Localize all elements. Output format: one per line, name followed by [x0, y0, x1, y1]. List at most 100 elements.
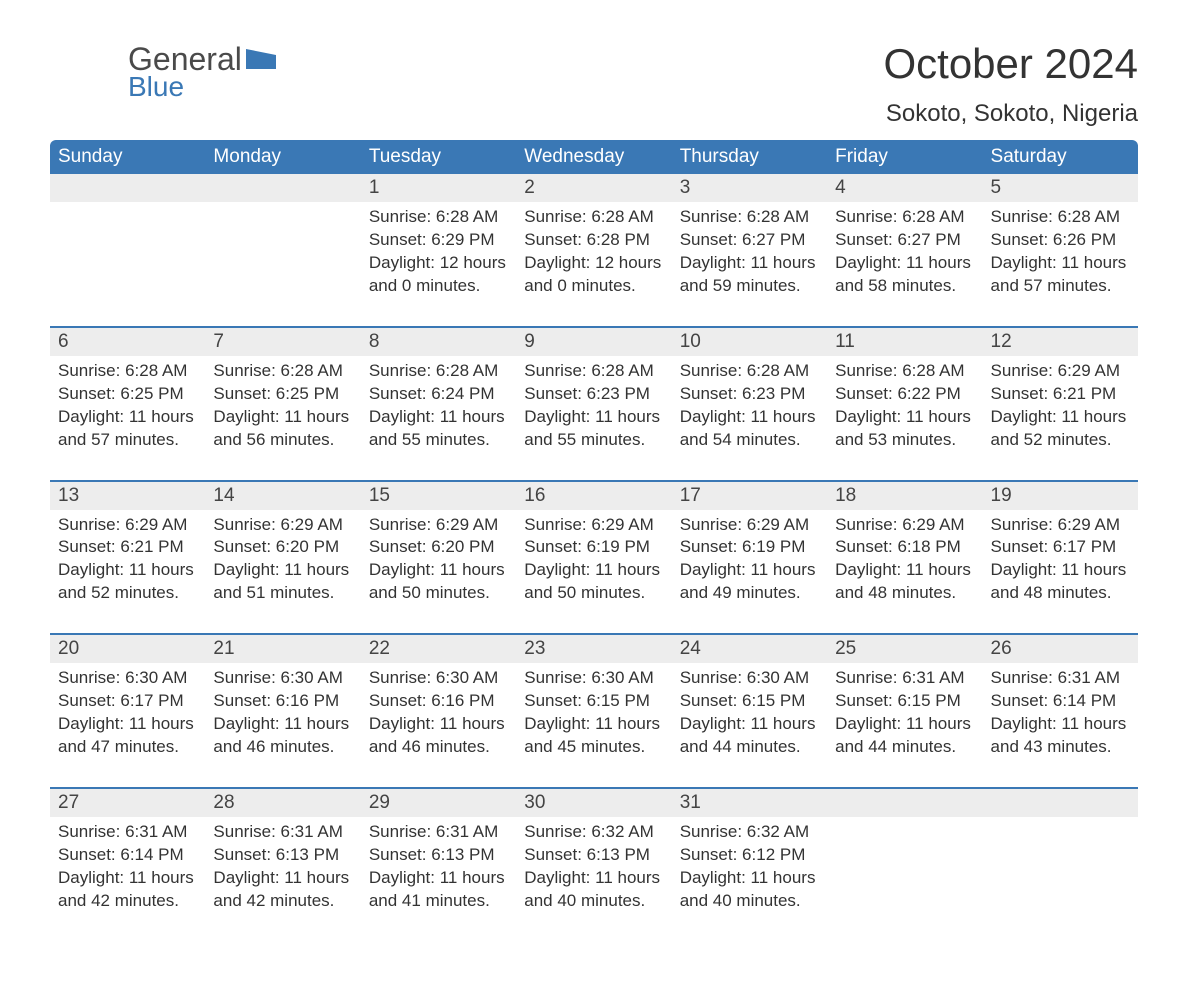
sunset-line: Sunset: 6:23 PM [524, 383, 663, 406]
sunrise-line: Sunrise: 6:29 AM [835, 514, 974, 537]
sunrise-line: Sunrise: 6:30 AM [524, 667, 663, 690]
day-number: 16 [516, 481, 671, 510]
day-details: Sunrise: 6:30 AMSunset: 6:15 PMDaylight:… [680, 663, 819, 759]
sunset-line: Sunset: 6:21 PM [991, 383, 1130, 406]
daylight-line: Daylight: 11 hours and 40 minutes. [524, 867, 663, 913]
daylight-line: Daylight: 11 hours and 50 minutes. [524, 559, 663, 605]
day-details: Sunrise: 6:29 AMSunset: 6:18 PMDaylight:… [835, 510, 974, 606]
day-number: 30 [516, 788, 671, 817]
day-details: Sunrise: 6:29 AMSunset: 6:19 PMDaylight:… [524, 510, 663, 606]
sunrise-line: Sunrise: 6:31 AM [58, 821, 197, 844]
daylight-line: Daylight: 11 hours and 40 minutes. [680, 867, 819, 913]
day-number: 23 [516, 634, 671, 663]
day-cell: Sunrise: 6:28 AMSunset: 6:23 PMDaylight:… [672, 356, 827, 481]
daynum-row: 6789101112 [50, 327, 1138, 356]
day-details: Sunrise: 6:29 AMSunset: 6:20 PMDaylight:… [213, 510, 352, 606]
sunrise-line: Sunrise: 6:31 AM [369, 821, 508, 844]
day-number: 10 [672, 327, 827, 356]
weekday-header: Thursday [672, 140, 827, 174]
day-number: 9 [516, 327, 671, 356]
daylight-line: Daylight: 11 hours and 48 minutes. [835, 559, 974, 605]
sunrise-line: Sunrise: 6:28 AM [680, 206, 819, 229]
sunrise-line: Sunrise: 6:28 AM [369, 206, 508, 229]
daylight-line: Daylight: 11 hours and 52 minutes. [58, 559, 197, 605]
day-number: 2 [516, 174, 671, 202]
day-details: Sunrise: 6:28 AMSunset: 6:23 PMDaylight:… [524, 356, 663, 452]
sunrise-line: Sunrise: 6:31 AM [991, 667, 1130, 690]
day-details: Sunrise: 6:29 AMSunset: 6:21 PMDaylight:… [58, 510, 197, 606]
day-cell: Sunrise: 6:28 AMSunset: 6:25 PMDaylight:… [50, 356, 205, 481]
day-cell: Sunrise: 6:31 AMSunset: 6:13 PMDaylight:… [361, 817, 516, 941]
sunrise-line: Sunrise: 6:28 AM [213, 360, 352, 383]
day-details: Sunrise: 6:29 AMSunset: 6:17 PMDaylight:… [991, 510, 1130, 606]
day-cell: Sunrise: 6:30 AMSunset: 6:17 PMDaylight:… [50, 663, 205, 788]
daylight-line: Daylight: 11 hours and 44 minutes. [835, 713, 974, 759]
sunset-line: Sunset: 6:16 PM [213, 690, 352, 713]
sunset-line: Sunset: 6:19 PM [524, 536, 663, 559]
sunrise-line: Sunrise: 6:28 AM [835, 206, 974, 229]
sunset-line: Sunset: 6:27 PM [835, 229, 974, 252]
day-cell: Sunrise: 6:30 AMSunset: 6:15 PMDaylight:… [516, 663, 671, 788]
day-number: 29 [361, 788, 516, 817]
day-details: Sunrise: 6:28 AMSunset: 6:27 PMDaylight:… [680, 202, 819, 298]
day-cell: Sunrise: 6:29 AMSunset: 6:21 PMDaylight:… [983, 356, 1138, 481]
day-number: 11 [827, 327, 982, 356]
sunset-line: Sunset: 6:18 PM [835, 536, 974, 559]
day-details: Sunrise: 6:30 AMSunset: 6:17 PMDaylight:… [58, 663, 197, 759]
logo-word2: Blue [128, 71, 184, 103]
day-cell [205, 202, 360, 327]
day-number: 17 [672, 481, 827, 510]
daylight-line: Daylight: 11 hours and 57 minutes. [58, 406, 197, 452]
weekday-header: Wednesday [516, 140, 671, 174]
day-details: Sunrise: 6:29 AMSunset: 6:21 PMDaylight:… [991, 356, 1130, 452]
calendar-table: SundayMondayTuesdayWednesdayThursdayFrid… [50, 140, 1138, 941]
day-cell: Sunrise: 6:29 AMSunset: 6:21 PMDaylight:… [50, 510, 205, 635]
day-cell: Sunrise: 6:31 AMSunset: 6:13 PMDaylight:… [205, 817, 360, 941]
day-details: Sunrise: 6:30 AMSunset: 6:15 PMDaylight:… [524, 663, 663, 759]
day-details: Sunrise: 6:28 AMSunset: 6:27 PMDaylight:… [835, 202, 974, 298]
weekday-header: Saturday [983, 140, 1138, 174]
sunrise-line: Sunrise: 6:30 AM [58, 667, 197, 690]
daylight-line: Daylight: 11 hours and 43 minutes. [991, 713, 1130, 759]
day-number: 31 [672, 788, 827, 817]
day-cell: Sunrise: 6:28 AMSunset: 6:28 PMDaylight:… [516, 202, 671, 327]
header: General Blue October 2024 Sokoto, Sokoto… [50, 40, 1138, 128]
week-content-row: Sunrise: 6:28 AMSunset: 6:29 PMDaylight:… [50, 202, 1138, 327]
daylight-line: Daylight: 11 hours and 55 minutes. [524, 406, 663, 452]
day-cell: Sunrise: 6:28 AMSunset: 6:25 PMDaylight:… [205, 356, 360, 481]
day-number: 14 [205, 481, 360, 510]
daylight-line: Daylight: 11 hours and 59 minutes. [680, 252, 819, 298]
sunset-line: Sunset: 6:12 PM [680, 844, 819, 867]
sunrise-line: Sunrise: 6:30 AM [680, 667, 819, 690]
day-number: 8 [361, 327, 516, 356]
day-cell: Sunrise: 6:28 AMSunset: 6:24 PMDaylight:… [361, 356, 516, 481]
day-details: Sunrise: 6:28 AMSunset: 6:23 PMDaylight:… [680, 356, 819, 452]
day-number: 5 [983, 174, 1138, 202]
daylight-line: Daylight: 11 hours and 58 minutes. [835, 252, 974, 298]
location-text: Sokoto, Sokoto, Nigeria [883, 100, 1138, 128]
daylight-line: Daylight: 11 hours and 41 minutes. [369, 867, 508, 913]
day-cell: Sunrise: 6:29 AMSunset: 6:19 PMDaylight:… [672, 510, 827, 635]
day-details: Sunrise: 6:30 AMSunset: 6:16 PMDaylight:… [369, 663, 508, 759]
day-details: Sunrise: 6:32 AMSunset: 6:12 PMDaylight:… [680, 817, 819, 913]
sunset-line: Sunset: 6:15 PM [680, 690, 819, 713]
day-number: 3 [672, 174, 827, 202]
day-number: 22 [361, 634, 516, 663]
sunrise-line: Sunrise: 6:31 AM [213, 821, 352, 844]
daylight-line: Daylight: 11 hours and 46 minutes. [369, 713, 508, 759]
daylight-line: Daylight: 11 hours and 42 minutes. [213, 867, 352, 913]
day-details: Sunrise: 6:28 AMSunset: 6:29 PMDaylight:… [369, 202, 508, 298]
sunrise-line: Sunrise: 6:28 AM [524, 206, 663, 229]
sunset-line: Sunset: 6:22 PM [835, 383, 974, 406]
day-details: Sunrise: 6:28 AMSunset: 6:22 PMDaylight:… [835, 356, 974, 452]
day-details: Sunrise: 6:29 AMSunset: 6:20 PMDaylight:… [369, 510, 508, 606]
sunset-line: Sunset: 6:15 PM [524, 690, 663, 713]
sunrise-line: Sunrise: 6:28 AM [991, 206, 1130, 229]
day-details: Sunrise: 6:28 AMSunset: 6:25 PMDaylight:… [213, 356, 352, 452]
sunset-line: Sunset: 6:14 PM [58, 844, 197, 867]
day-cell: Sunrise: 6:31 AMSunset: 6:14 PMDaylight:… [983, 663, 1138, 788]
daylight-line: Daylight: 11 hours and 54 minutes. [680, 406, 819, 452]
day-details: Sunrise: 6:28 AMSunset: 6:26 PMDaylight:… [991, 202, 1130, 298]
daylight-line: Daylight: 12 hours and 0 minutes. [369, 252, 508, 298]
day-cell: Sunrise: 6:32 AMSunset: 6:13 PMDaylight:… [516, 817, 671, 941]
